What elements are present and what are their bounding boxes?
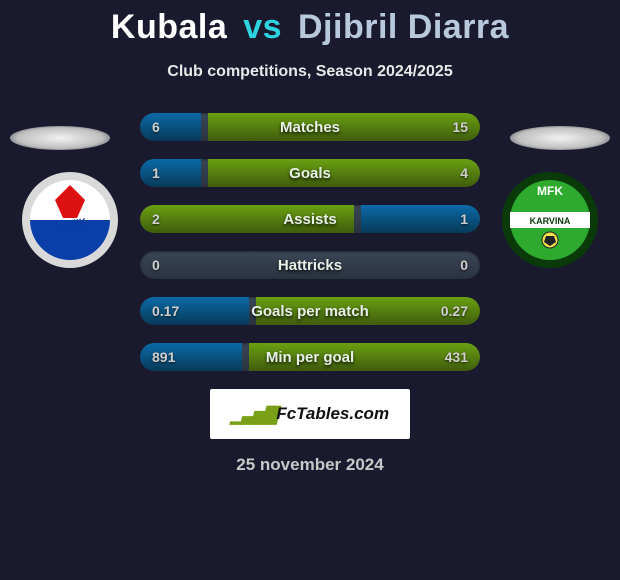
stat-label: Matches [140, 113, 480, 141]
player1-name: Kubala [111, 8, 227, 46]
signal-icon: ▁▃▅▇ [231, 404, 274, 425]
stat-row: 0.170.27Goals per match [140, 297, 480, 325]
stat-label: Assists [140, 205, 480, 233]
stat-row: 21Assists [140, 205, 480, 233]
stat-label: Goals [140, 159, 480, 187]
shadow-ellipse-right [510, 126, 610, 150]
stat-row: 615Matches [140, 113, 480, 141]
mfk-karvina-crest-icon: MFK KARVINA [500, 170, 600, 270]
subtitle: Club competitions, Season 2024/2025 [0, 63, 620, 81]
brand-text: FcTables.com [276, 404, 389, 424]
shadow-ellipse-left [10, 126, 110, 150]
stat-label: Goals per match [140, 297, 480, 325]
vs-text: vs [243, 8, 282, 46]
stat-row: 00Hattricks [140, 251, 480, 279]
player2-name: Djibril Diarra [298, 8, 509, 46]
stat-label: Hattricks [140, 251, 480, 279]
date-text: 25 november 2024 [0, 455, 620, 475]
brand-badge: ▁▃▅▇ FcTables.com [210, 389, 410, 439]
svg-text:KARVINA: KARVINA [530, 216, 571, 226]
stat-row: 891431Min per goal [140, 343, 480, 371]
svg-text:MFK: MFK [537, 184, 563, 198]
banik-ostrava-crest-icon: BANIK [20, 170, 120, 270]
stat-label: Min per goal [140, 343, 480, 371]
stat-row: 14Goals [140, 159, 480, 187]
comparison-title: Kubala vs Djibril Diarra [0, 0, 620, 47]
